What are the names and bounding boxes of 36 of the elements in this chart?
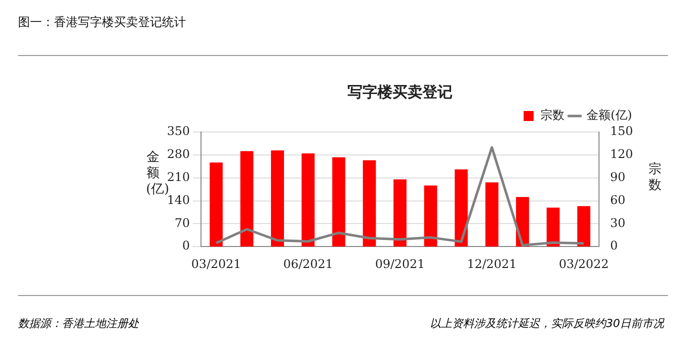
y2-axis-title: 宗数	[648, 162, 662, 194]
bar	[210, 162, 223, 247]
bar	[393, 179, 407, 247]
bar	[302, 153, 315, 247]
y-tick-label: 280	[167, 147, 190, 162]
bar	[577, 206, 590, 247]
x-tick-label: 12/2021	[466, 256, 517, 271]
bar	[485, 182, 498, 247]
text: 以上资料涉及统计延迟，实际反映约30日前市况	[430, 316, 664, 331]
bar	[270, 150, 284, 247]
y-tick-label: 0	[182, 238, 190, 253]
legend-label: 金额(亿)	[586, 108, 632, 122]
chart-subtitle: 写字楼买卖登记	[348, 82, 452, 101]
y2-tick-label: 60	[610, 192, 626, 207]
legend-label: 宗数	[540, 108, 565, 122]
bar	[454, 169, 468, 247]
y-tick-label: 210	[167, 170, 190, 184]
text: 数据源：香港土地注册处	[18, 316, 139, 331]
x-tick-label: 03/2022	[558, 256, 609, 271]
bar	[362, 160, 376, 247]
y-tick-label: 140	[167, 192, 190, 207]
bar	[424, 185, 438, 247]
y2-tick-label: 120	[610, 147, 633, 162]
y2-tick-label: 0	[610, 238, 618, 253]
text: 图一：香港写字楼买卖登记统计	[18, 14, 186, 31]
bar	[332, 157, 346, 247]
y-tick-label: 350	[167, 124, 190, 138]
y2-tick-label: 150	[610, 124, 633, 138]
bar	[240, 151, 254, 247]
x-tick-label: 09/2021	[375, 256, 425, 271]
y2-tick-label: 90	[610, 170, 626, 184]
y-tick-label: 70	[174, 216, 190, 230]
bar	[546, 208, 560, 247]
x-tick-label: 03/2021	[191, 256, 242, 271]
y2-tick-label: 30	[610, 216, 626, 230]
x-tick-label: 06/2021	[283, 256, 334, 271]
